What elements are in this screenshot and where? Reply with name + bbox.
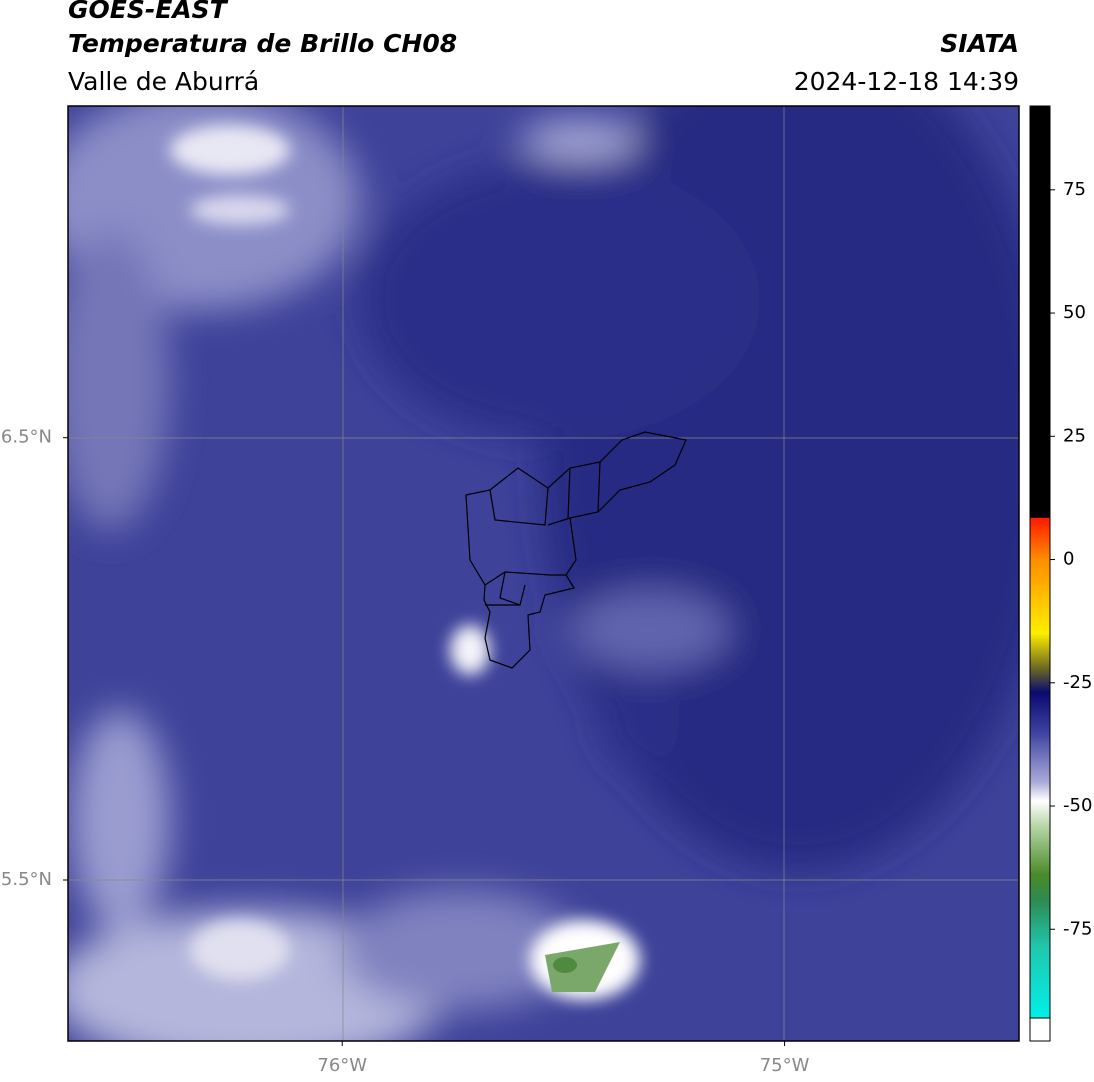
colorbar-tick-label: 25 <box>1063 425 1086 446</box>
x-tick-label: 76°W <box>317 1055 367 1076</box>
satellite-image <box>68 106 1019 1041</box>
colorbar-tick-label: 50 <box>1063 302 1086 323</box>
colorbar-tick-label: 0 <box>1063 549 1074 570</box>
x-tick-label: 75°W <box>760 1055 810 1076</box>
map-frame <box>67 105 1020 1042</box>
colorbar <box>1030 106 1050 1018</box>
colorbar-tick-label: -75 <box>1063 918 1092 939</box>
colorbar-tick-label: 75 <box>1063 179 1086 200</box>
colorbar-frame <box>1029 105 1051 1042</box>
region: Valle de Aburrá <box>68 67 259 96</box>
colorbar-tick-label: -25 <box>1063 672 1092 693</box>
y-tick-label: 5.5°N <box>1 869 52 890</box>
boundary <box>465 431 687 669</box>
subtitle: Temperatura de Brillo CH08 <box>68 29 457 58</box>
colorbar-extension <box>1029 1017 1051 1042</box>
colorbar-tick-label: -50 <box>1063 795 1092 816</box>
title: GOES-EAST <box>68 0 229 24</box>
datetime: 2024-12-18 14:39 <box>794 67 1019 96</box>
source: SIATA <box>940 29 1019 58</box>
y-tick-label: 6.5°N <box>1 427 52 448</box>
